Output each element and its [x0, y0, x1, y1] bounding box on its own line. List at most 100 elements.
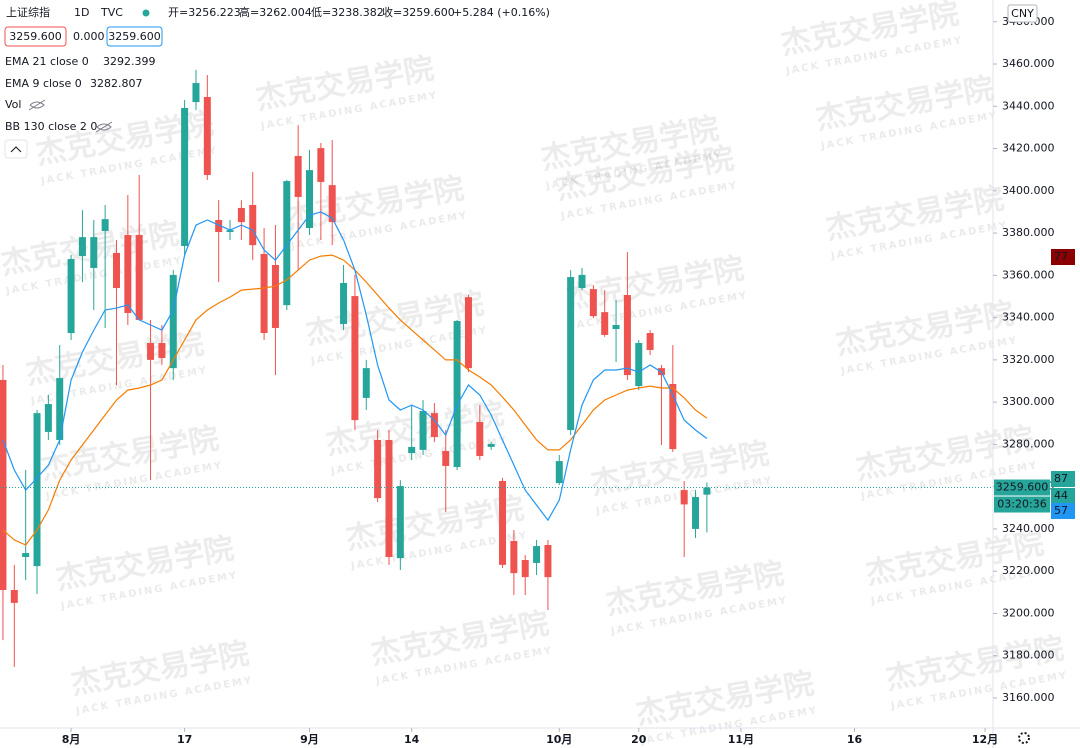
candle-body [328, 185, 336, 223]
candle-body [362, 368, 370, 398]
y-tick-label: 3240.000 [1002, 522, 1055, 535]
candle-body [22, 553, 30, 558]
status-dot [142, 9, 150, 17]
candle-body [0, 379, 7, 591]
candle-body [147, 342, 155, 360]
candle-body [215, 219, 223, 233]
candle-body [430, 413, 438, 438]
edge-label-box [1051, 471, 1075, 487]
ohlc-label: 开=3256.223 [168, 6, 241, 19]
candle-body [181, 107, 189, 246]
currency-box[interactable] [1007, 4, 1038, 23]
last-price-box [994, 479, 1050, 496]
y-tick-label: 3180.000 [1002, 649, 1055, 662]
candle-body [578, 274, 586, 289]
y-tick-label: 3400.000 [1002, 184, 1055, 197]
candle-body [294, 155, 302, 197]
candle-body [601, 312, 609, 335]
indicator-value: 3282.807 [90, 77, 143, 90]
y-tick-label: 3380.000 [1002, 226, 1055, 239]
candle-body [442, 450, 450, 466]
candle-body [56, 378, 64, 440]
candle-body [271, 264, 279, 328]
ohlc-label: 高=3262.004 [239, 5, 312, 19]
spread-text: 0.000 [73, 30, 105, 43]
countdown-box [994, 496, 1050, 513]
candle-body [226, 230, 234, 233]
candle-body [237, 207, 245, 223]
y-tick-label: 3280.000 [1002, 437, 1055, 450]
x-tick-label: 14 [404, 733, 420, 746]
x-tick-label: 16 [847, 733, 863, 746]
candle-body [533, 546, 541, 563]
ohlc-label: 收=3259.600 [382, 5, 455, 19]
ask-badge[interactable] [106, 26, 163, 47]
change-label: +5.284 (+0.16%) [453, 6, 550, 19]
candle-body [203, 96, 211, 175]
candle-body [396, 486, 404, 559]
indicator-name: EMA 21 close 0 [5, 55, 89, 68]
y-tick-label: 3360.000 [1002, 268, 1055, 281]
candle-body [612, 325, 620, 330]
currency: CNY [1011, 7, 1034, 20]
candle-body [101, 219, 109, 231]
candle-body [169, 274, 177, 369]
x-tick-label: 17 [177, 733, 192, 746]
candle-body [703, 487, 711, 495]
source: TVC [100, 6, 123, 19]
ohlc-label: 低=3238.382 [311, 6, 384, 19]
candle-body [340, 282, 348, 324]
candle-body [669, 383, 677, 450]
candle-body [510, 540, 518, 574]
indicator-name: Vol [5, 98, 21, 111]
collapse-button[interactable] [4, 139, 28, 159]
edge-label-box [1051, 503, 1075, 519]
candle-body [680, 490, 688, 505]
indicator-name: EMA 9 close 0 [5, 77, 82, 90]
axes: 3160.000 3180.000 3200.000 3220.000 3240.000… [62, 15, 1075, 746]
candle-body [521, 560, 529, 578]
candle-body [635, 342, 643, 387]
candle-body [351, 296, 359, 421]
candle-body [646, 333, 654, 350]
candle-body [44, 404, 52, 432]
candle-body [192, 83, 200, 103]
y-tick-label: 3460.000 [1002, 57, 1055, 70]
candle-body [544, 544, 552, 578]
interval: 1D [74, 6, 89, 19]
indicator-name: BB 130 close 2 0 [5, 120, 97, 133]
hidden-icon[interactable] [95, 121, 113, 133]
y-tick-label: 3340.000 [1002, 311, 1055, 324]
edge-label-box [1051, 249, 1075, 265]
candle-body [385, 439, 393, 558]
candle-body [374, 439, 382, 499]
hidden-icon[interactable] [28, 99, 46, 111]
candle-body [589, 289, 597, 317]
candle-body [124, 234, 132, 313]
candle-body [158, 342, 166, 358]
legend: 上证综指 1D TVC 开=3256.223 高=3262.004 低=3238… [4, 5, 550, 159]
candle-body [90, 237, 98, 268]
candle-body [317, 148, 325, 182]
bid-badge[interactable] [4, 26, 67, 47]
edge-label: 57 [1054, 504, 1068, 517]
settings-icon[interactable] [1018, 732, 1030, 744]
y-tick-label: 3440.000 [1002, 99, 1055, 112]
candle-body [283, 181, 291, 306]
edge-label: 87 [1054, 472, 1068, 485]
